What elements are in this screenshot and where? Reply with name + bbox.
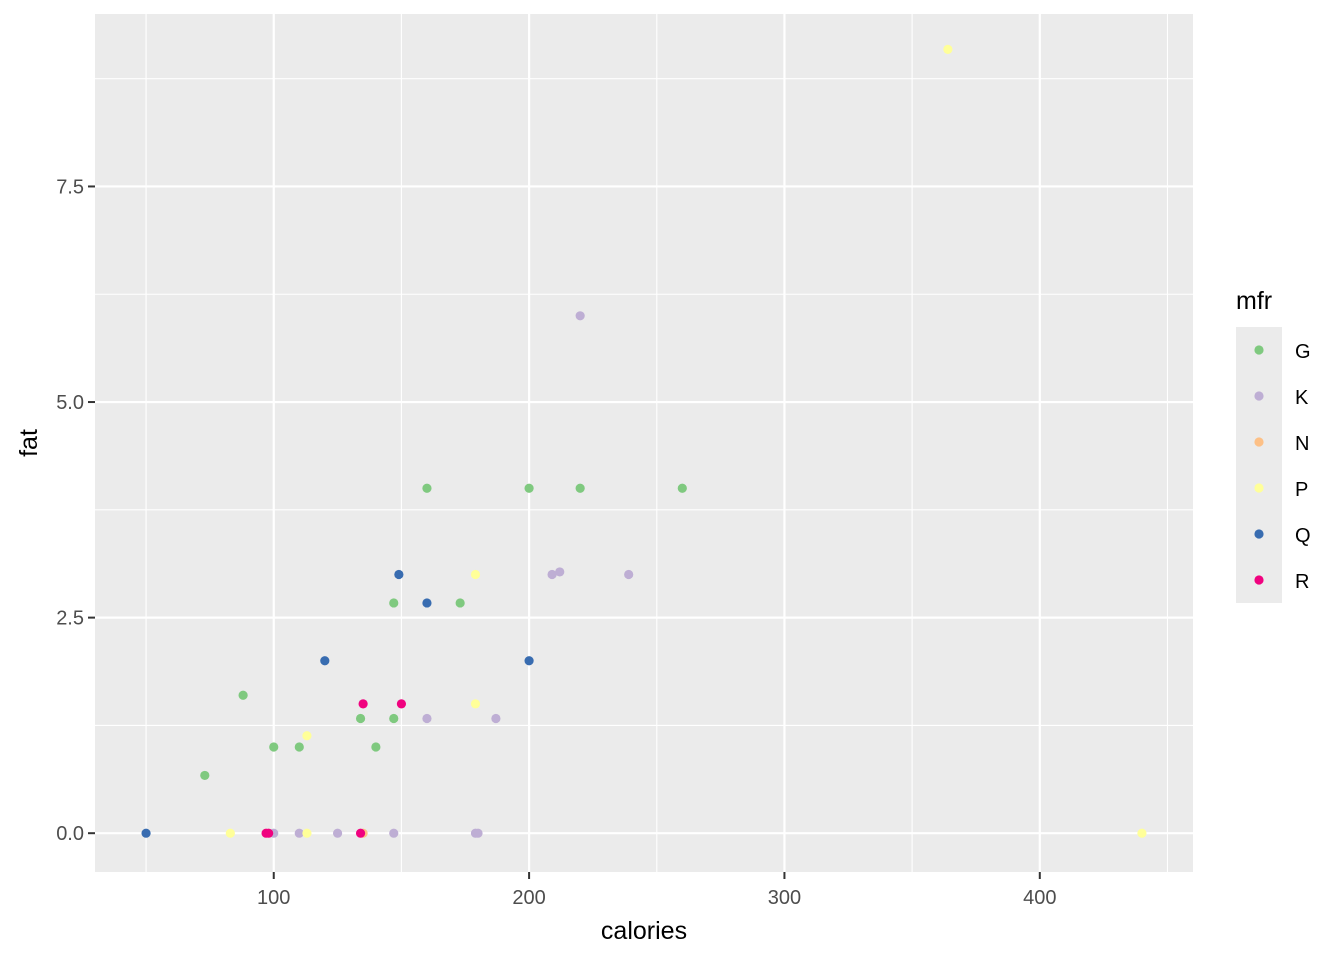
- data-point-k: [294, 828, 304, 838]
- data-point-p: [470, 569, 481, 580]
- data-point-r: [396, 699, 407, 709]
- data-point-r: [358, 699, 368, 709]
- plot-panel: [95, 14, 1193, 872]
- legend-title: mfr: [1236, 287, 1272, 315]
- data-point-k: [547, 569, 557, 580]
- legend-key-background: [1236, 327, 1282, 603]
- data-point-p: [225, 828, 235, 838]
- y-tick-label: 5.0: [56, 392, 84, 414]
- data-point-q: [394, 569, 404, 580]
- y-tick-label: 0.0: [56, 823, 84, 845]
- legend: mfr G K N P Q R: [1236, 287, 1311, 603]
- data-point-r: [264, 828, 274, 838]
- x-tick-label: 400: [1023, 887, 1056, 909]
- legend-label-k: K: [1295, 387, 1309, 409]
- y-tick-label: 2.5: [56, 608, 84, 630]
- x-tick-label: 300: [768, 887, 801, 909]
- data-point-g: [575, 483, 585, 493]
- legend-label-r: R: [1295, 571, 1309, 593]
- data-point-p: [1137, 828, 1147, 838]
- x-axis: 100 200 300 400: [257, 872, 1056, 909]
- data-point-g: [389, 598, 399, 608]
- data-point-p: [470, 699, 481, 709]
- data-point-g: [455, 598, 465, 608]
- data-point-g: [422, 483, 432, 493]
- legend-label-g: G: [1295, 341, 1311, 363]
- data-point-k: [332, 828, 343, 838]
- data-point-k: [491, 713, 501, 724]
- data-point-g: [389, 713, 399, 724]
- y-axis: 0.0 2.5 5.0 7.5: [56, 176, 95, 845]
- data-point-q: [141, 828, 151, 838]
- data-points: [141, 44, 1147, 838]
- data-point-q: [320, 656, 330, 666]
- data-point-p: [302, 731, 312, 741]
- data-point-p: [302, 828, 312, 838]
- y-axis-title: fat: [15, 429, 43, 457]
- x-tick-label: 200: [512, 887, 545, 909]
- data-point-p: [943, 44, 953, 54]
- data-point-g: [200, 770, 210, 781]
- data-point-g: [294, 742, 304, 752]
- data-point-g: [371, 742, 381, 752]
- legend-label-p: P: [1295, 479, 1308, 501]
- grid-minor: [95, 14, 1193, 872]
- legend-key-r: [1254, 575, 1264, 585]
- legend-key-q: [1254, 529, 1264, 539]
- x-tick-label: 100: [257, 887, 290, 909]
- y-tick-label: 7.5: [56, 176, 84, 198]
- data-point-g: [355, 713, 366, 724]
- legend-key-k: [1254, 391, 1264, 401]
- legend-key-p: [1254, 483, 1264, 493]
- data-point-k: [473, 828, 483, 838]
- data-point-k: [624, 569, 634, 580]
- data-point-q: [524, 656, 534, 666]
- legend-key-n: [1254, 437, 1264, 447]
- data-point-g: [524, 483, 534, 493]
- legend-key-g: [1254, 345, 1264, 355]
- data-point-k: [575, 311, 585, 321]
- legend-label-n: N: [1295, 433, 1309, 455]
- legend-label-q: Q: [1295, 525, 1311, 547]
- data-point-q: [422, 598, 432, 608]
- data-point-g: [269, 742, 279, 752]
- x-axis-title: calories: [601, 917, 687, 945]
- data-point-g: [677, 483, 687, 493]
- data-point-k: [389, 828, 399, 838]
- data-point-r: [355, 828, 366, 838]
- data-point-k: [422, 713, 432, 724]
- data-point-k: [555, 567, 565, 577]
- data-point-g: [238, 690, 248, 700]
